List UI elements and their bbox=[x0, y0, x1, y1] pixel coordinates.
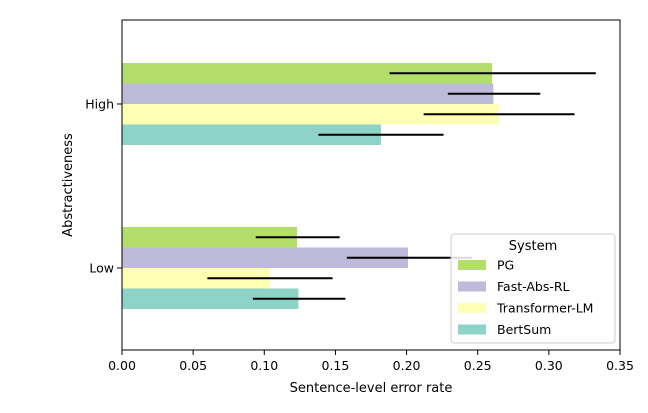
plot-frame bbox=[121, 19, 621, 351]
legend: System PG Fast-Abs-RL Transformer-LM BertSu… bbox=[450, 233, 616, 344]
bar-bertsum-low bbox=[122, 288, 299, 309]
bar-pg-low bbox=[122, 227, 298, 248]
x-ticks: 0.00 0.05 0.10 0.15 0.20 0.25 0.30 0.35 bbox=[108, 350, 634, 373]
legend-label-fast-abs-rl: Fast-Abs-RL bbox=[497, 279, 570, 294]
legend-label-bertsum: BertSum bbox=[497, 322, 551, 337]
legend-swatch-transformer-lm bbox=[458, 303, 486, 313]
y-tick-label-high: High bbox=[85, 97, 114, 112]
legend-box bbox=[450, 233, 616, 344]
x-tick-label: 0.10 bbox=[250, 358, 278, 373]
x-tick-label: 0.25 bbox=[464, 358, 492, 373]
x-tick-label: 0.05 bbox=[179, 358, 207, 373]
x-tick-label: 0.30 bbox=[535, 358, 563, 373]
bar-transformer-lm-high bbox=[122, 104, 500, 125]
y-ticks: High Low bbox=[85, 97, 122, 276]
legend-items: PG Fast-Abs-RL Transformer-LM BertSum bbox=[458, 258, 593, 337]
x-tick-label: 0.00 bbox=[108, 358, 136, 373]
bar-transformer-lm-low bbox=[122, 268, 270, 289]
legend-label-pg: PG bbox=[497, 258, 514, 273]
bar-bertsum-high bbox=[122, 124, 381, 145]
x-tick-label: 0.15 bbox=[322, 358, 350, 373]
legend-swatch-fast-abs-rl bbox=[458, 281, 486, 292]
legend-label-transformer-lm: Transformer-LM bbox=[496, 301, 593, 316]
legend-swatch-pg bbox=[458, 260, 486, 270]
y-axis-label: Abstractiveness bbox=[61, 133, 76, 237]
y-tick-label-low: Low bbox=[89, 261, 114, 276]
bar-pg-high bbox=[122, 63, 492, 84]
bar-fast-abs-rl-low bbox=[122, 247, 408, 268]
bars-layer bbox=[122, 63, 500, 309]
x-tick-label: 0.35 bbox=[606, 358, 634, 373]
legend-title: System bbox=[509, 239, 557, 254]
bar-fast-abs-rl-high bbox=[122, 83, 494, 104]
legend-swatch-bertsum bbox=[458, 324, 486, 335]
x-axis-label: Sentence-level error rate bbox=[290, 381, 453, 396]
x-tick-label: 0.20 bbox=[393, 358, 421, 373]
